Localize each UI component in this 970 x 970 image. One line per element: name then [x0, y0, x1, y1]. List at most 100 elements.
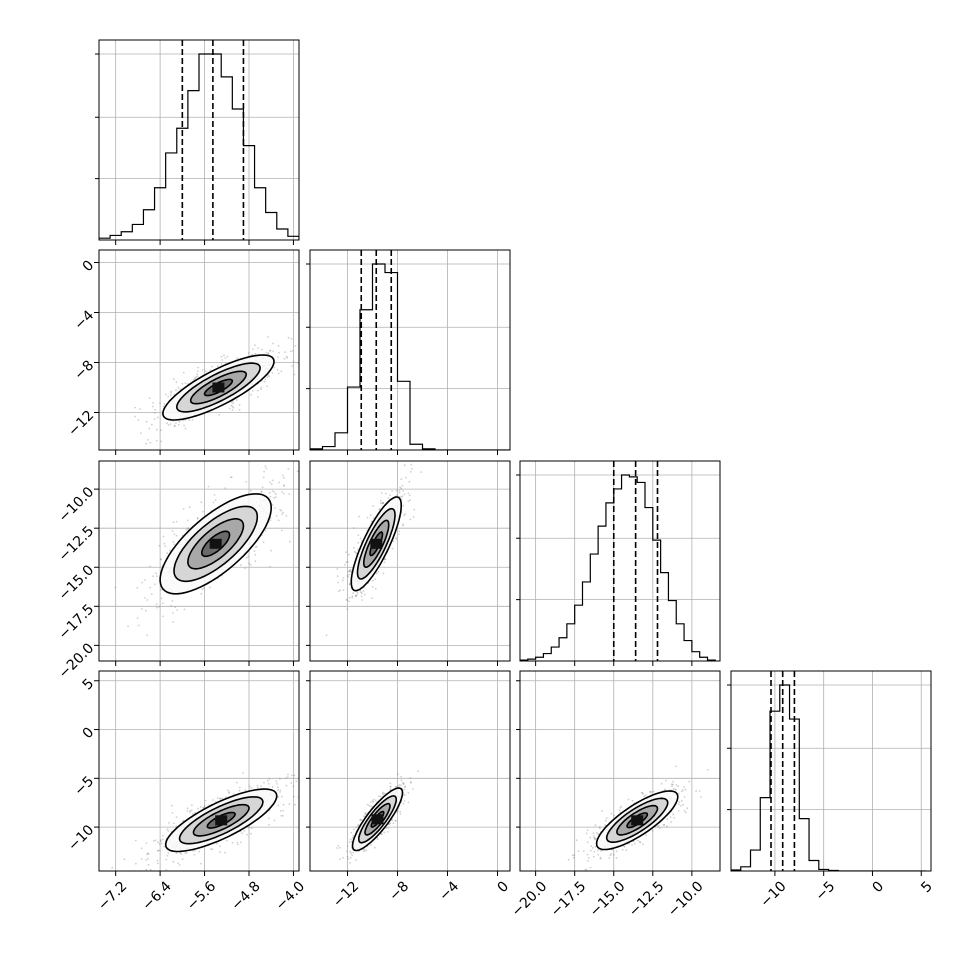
- sample-point: [158, 544, 161, 547]
- sample-point: [178, 421, 181, 423]
- sample-point: [382, 501, 384, 504]
- sample-point: [274, 507, 276, 509]
- sample-point: [598, 826, 601, 828]
- sample-point: [671, 785, 673, 787]
- sample-point: [280, 509, 283, 512]
- sample-point: [365, 812, 367, 815]
- sample-point: [585, 868, 588, 871]
- sample-point: [197, 807, 200, 810]
- sample-point: [271, 372, 274, 374]
- sample-point: [196, 517, 199, 519]
- sample-point: [244, 789, 247, 791]
- sample-point: [329, 786, 331, 788]
- sample-point: [408, 480, 411, 483]
- sample-point: [166, 422, 169, 425]
- sample-point: [196, 373, 199, 375]
- sample-point: [152, 840, 155, 842]
- sample-point: [293, 373, 296, 376]
- sample-point: [277, 519, 280, 522]
- sample-point: [392, 540, 395, 543]
- sample-point: [175, 534, 178, 537]
- sample-point: [402, 783, 405, 785]
- contour-line: [626, 812, 649, 829]
- sample-point: [150, 593, 153, 595]
- sample-point: [582, 850, 585, 852]
- sample-point: [165, 393, 167, 396]
- sample-point: [592, 832, 595, 835]
- sample-point: [297, 362, 299, 364]
- sample-point: [285, 515, 288, 517]
- sample-point: [281, 814, 284, 817]
- density-peak: [631, 815, 644, 826]
- sample-point: [175, 381, 178, 384]
- sample-point: [171, 600, 174, 602]
- contour-line: [187, 518, 245, 570]
- sample-point: [587, 860, 589, 862]
- sample-point: [260, 490, 263, 493]
- sample-point: [228, 791, 230, 794]
- x-tick-label: −4: [436, 878, 462, 904]
- sample-point: [597, 854, 600, 856]
- sample-point: [352, 527, 355, 529]
- sample-point: [412, 788, 414, 790]
- contour-line: [162, 354, 275, 421]
- sample-point: [400, 478, 403, 481]
- sample-point: [228, 791, 231, 793]
- sample-point: [377, 570, 380, 573]
- sample-point: [188, 419, 191, 421]
- sample-point: [155, 439, 158, 442]
- sample-point: [381, 502, 384, 505]
- sample-point: [357, 541, 360, 544]
- sample-point: [608, 857, 611, 859]
- sample-point: [274, 493, 277, 496]
- sample-point: [144, 597, 146, 599]
- sample-point: [366, 516, 369, 519]
- sample-point: [413, 508, 416, 511]
- sample-point: [155, 572, 158, 574]
- sample-point: [261, 348, 263, 351]
- sample-point: [191, 419, 194, 421]
- sample-point: [140, 847, 143, 850]
- sample-point: [294, 803, 296, 806]
- sample-point: [173, 425, 176, 428]
- contour-line: [364, 802, 391, 836]
- sample-point: [293, 774, 296, 777]
- contour-line: [363, 519, 390, 568]
- sample-point: [239, 564, 242, 566]
- sample-point: [251, 348, 254, 351]
- sample-point: [398, 489, 401, 492]
- sample-point: [370, 520, 373, 523]
- contour-line: [178, 796, 264, 845]
- sample-point: [199, 806, 202, 808]
- sample-point: [373, 846, 376, 849]
- sample-point: [411, 468, 413, 470]
- sample-point: [248, 785, 251, 788]
- sample-point: [268, 491, 271, 494]
- sample-point: [160, 840, 162, 843]
- sample-point: [348, 583, 351, 585]
- sample-point: [345, 561, 348, 564]
- sample-point: [176, 609, 179, 611]
- sample-point: [675, 765, 677, 768]
- panel-3-3: [727, 670, 932, 876]
- density-peak: [215, 815, 228, 826]
- contour-line: [616, 804, 659, 836]
- sample-point: [386, 831, 389, 833]
- sample-point: [290, 337, 293, 340]
- sample-point: [250, 832, 252, 835]
- sample-point: [220, 355, 223, 358]
- sample-point: [148, 427, 151, 430]
- x-tick-label: −20.0: [509, 878, 551, 920]
- sample-point: [349, 856, 352, 859]
- sample-point: [402, 504, 405, 507]
- sample-point: [634, 842, 636, 845]
- sample-point: [370, 801, 372, 803]
- sample-point: [253, 550, 256, 553]
- sample-point: [399, 486, 402, 489]
- sample-point: [395, 538, 398, 540]
- sample-point: [127, 625, 129, 628]
- sample-point: [700, 796, 702, 798]
- sample-point: [315, 505, 317, 507]
- sample-point: [269, 349, 271, 352]
- sample-point: [346, 850, 348, 853]
